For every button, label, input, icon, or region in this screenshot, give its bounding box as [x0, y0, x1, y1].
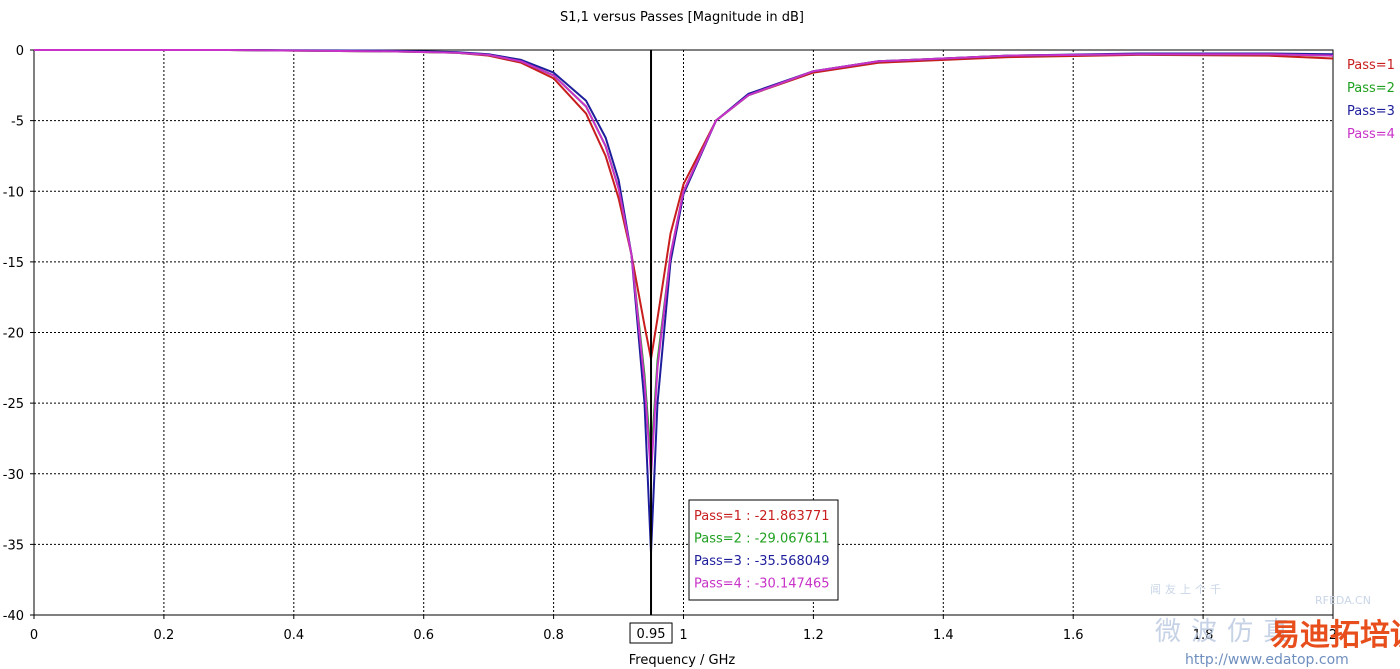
- x-tick-label: 2: [1329, 628, 1337, 643]
- series-line-pass-4: [34, 49, 1334, 477]
- x-axis-label: Frequency / GHz: [629, 653, 736, 668]
- y-axis: 0 -5 -10 -15 -20 -25 -30 -35 -40: [3, 44, 34, 624]
- y-tick-label: -40: [3, 609, 24, 624]
- legend-item-pass-3[interactable]: Pass=3: [1347, 104, 1395, 119]
- marker-label-box[interactable]: [629, 622, 673, 644]
- watermark-site: RFEDA.CN: [1315, 594, 1371, 607]
- legend: Pass=1 Pass=2 Pass=3 Pass=4: [1347, 58, 1395, 142]
- x-tick-label: 0.4: [283, 628, 304, 643]
- watermark: 闻友上个千 RFEDA.CN 微波仿真 易迪拓培训 http://www.eda…: [1150, 582, 1400, 668]
- y-tick-label: -35: [3, 538, 24, 553]
- watermark-line2: 微波仿真: [1155, 617, 1299, 647]
- x-tick-label: 0.2: [154, 628, 175, 643]
- readout-line-pass-3: Pass=3 : -35.568049: [694, 554, 830, 569]
- watermark-url: http://www.edatop.com: [1185, 652, 1349, 668]
- y-tick-label: -30: [3, 468, 24, 483]
- chart-title: S1,1 versus Passes [Magnitude in dB]: [560, 10, 804, 25]
- readout-line-pass-2: Pass=2 : -29.067611: [694, 532, 830, 547]
- x-tick-label: 1: [679, 628, 687, 643]
- legend-item-pass-4[interactable]: Pass=4: [1347, 127, 1395, 142]
- series-lines: [34, 49, 1334, 554]
- legend-item-pass-1[interactable]: Pass=1: [1347, 58, 1395, 73]
- watermark-brand: 易迪拓培训: [1270, 618, 1400, 653]
- readout-box: [688, 499, 839, 601]
- legend-item-pass-2[interactable]: Pass=2: [1347, 81, 1395, 96]
- y-tick-label: 0: [16, 44, 24, 59]
- readout-line-pass-1: Pass=1 : -21.863771: [694, 509, 830, 524]
- x-tick-label: 0: [30, 628, 38, 643]
- x-tick-label: 0.6: [413, 628, 434, 643]
- x-tick-label: 1.6: [1063, 628, 1084, 643]
- marker-readout: Pass=1 : -21.863771 Pass=2 : -29.067611 Pa…: [688, 499, 839, 601]
- watermark-line1: 闻友上个千: [1150, 582, 1225, 596]
- y-tick-label: -25: [3, 397, 24, 412]
- y-tick-label: -5: [11, 115, 24, 130]
- x-tick-label: 0.8: [543, 628, 564, 643]
- y-tick-label: -10: [3, 185, 24, 200]
- y-tick-label: -15: [3, 256, 24, 271]
- marker-label: 0.95: [637, 627, 666, 642]
- x-tick-label: 1.2: [803, 628, 824, 643]
- x-tick-label: 1.8: [1193, 628, 1214, 643]
- readout-line-pass-4: Pass=4 : -30.147465: [694, 577, 830, 592]
- x-tick-label: 1.4: [933, 628, 954, 643]
- x-axis: 0 0.2 0.4 0.6 0.8 1 1.2 1.4 1.6 1.8 2: [30, 615, 1337, 643]
- y-tick-label: -20: [3, 327, 24, 342]
